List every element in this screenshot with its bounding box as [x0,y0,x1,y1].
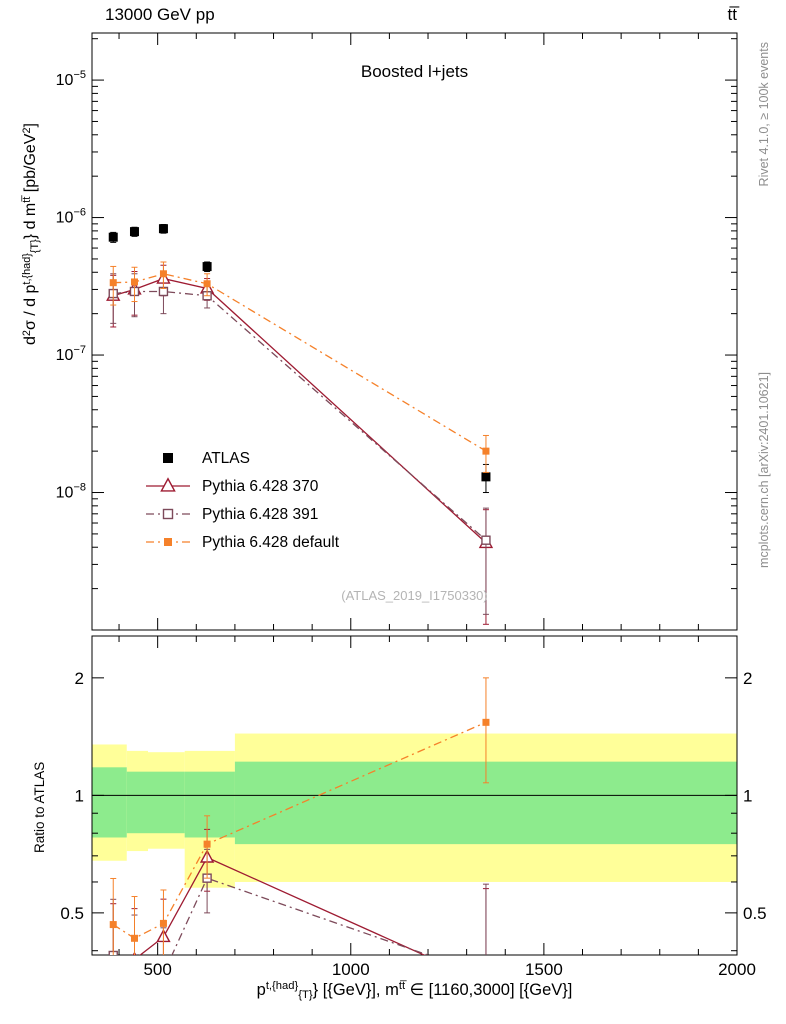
ratio-uncertainty-bands [92,733,737,888]
plot-title: Boosted l+jets [360,62,469,81]
svg-text:1500: 1500 [525,960,563,979]
axis-ticks [92,33,737,955]
svg-text:2000: 2000 [718,960,756,979]
svg-text:0.5: 0.5 [743,904,767,923]
beam-energy-label: 13000 GeV pp [105,5,215,24]
svg-text:2: 2 [743,669,752,688]
series-pythia-6-428-default [109,261,490,473]
series-pythia-6-428-391 [108,273,491,615]
svg-text:1000: 1000 [332,960,370,979]
main-y-axis-label: d2σ / d pt,{had}{T}} d mtt̅ [pb/GeV2] [20,123,42,345]
svg-text:1: 1 [75,786,84,805]
legend-label: Pythia 6.428 370 [202,478,319,495]
main-panel-frame [91,32,738,631]
svg-text:10−5: 10−5 [56,69,86,89]
ratio-y-axis-label: Ratio to ATLAS [32,761,47,853]
svg-text:10−8: 10−8 [56,482,86,502]
legend-label: Pythia 6.428 391 [202,506,318,523]
legend: ATLAS Pythia 6.428 370 Pythia 6.428 391 Pyt… [146,450,340,551]
analysis-watermark: (ATLAS_2019_I1750330) [341,588,488,603]
axis-tick-labels: 10−8 10−7 10−6 10−5 0.5 0.5 1 1 2 2 500 1000 1500 200… [56,69,767,979]
svg-text:2: 2 [75,669,84,688]
x-axis-label: pt,{had}{T}} [{GeV}], mtt̅ ∈ [1160,3000]… [256,980,573,1002]
series-atlas [108,224,491,494]
svg-text:500: 500 [143,960,171,979]
svg-text:0.5: 0.5 [60,904,84,923]
process-label: tt̅ [727,5,737,24]
rivet-version-note: Rivet 4.1.0, ≥ 100k events [757,42,771,187]
series-pythia-6-428-370 [106,264,494,625]
svg-text:10−6: 10−6 [56,207,86,227]
svg-text:10−7: 10−7 [56,344,86,364]
svg-text:1: 1 [743,786,752,805]
legend-label: ATLAS [202,450,250,467]
mcplots-credit: mcplots.cern.ch [arXiv:2401.10621] [757,372,771,568]
ratio-series-pythia-6-428-default [109,677,490,955]
legend-label: Pythia 6.428 default [202,534,340,551]
